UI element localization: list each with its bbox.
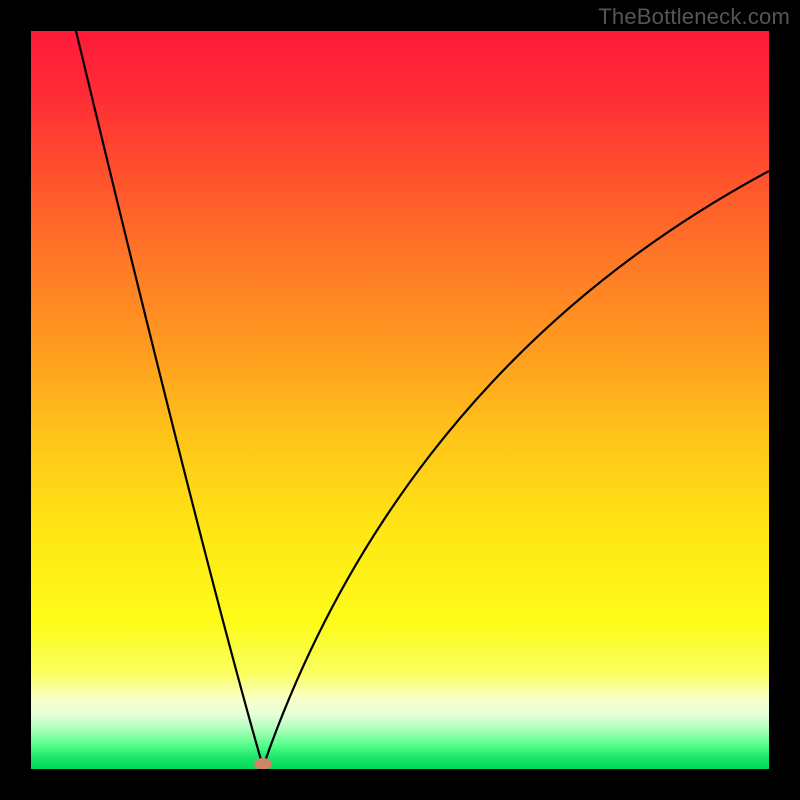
- bottleneck-curve: [31, 31, 769, 769]
- plot-area: [31, 31, 769, 769]
- vertex-marker: [254, 758, 272, 769]
- watermark-text: TheBottleneck.com: [598, 4, 790, 30]
- chart-frame: [0, 0, 800, 800]
